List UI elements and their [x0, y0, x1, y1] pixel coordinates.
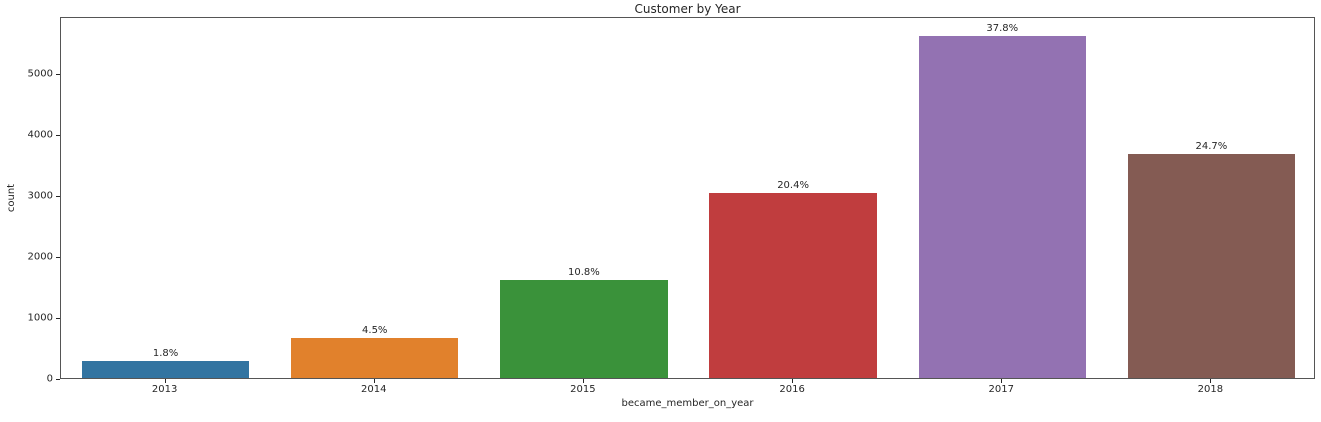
x-tick-mark: [373, 379, 375, 383]
x-tick-label: 2015: [570, 384, 596, 395]
x-axis-label: became_member_on_year: [621, 398, 754, 409]
x-tick-mark: [792, 379, 794, 383]
y-tick-mark: [56, 196, 60, 198]
x-tick-mark: [164, 379, 166, 383]
y-tick-mark: [56, 257, 60, 258]
bar-2018: [1127, 154, 1296, 378]
y-tick-mark: [56, 318, 60, 319]
x-tick-label: 2018: [1197, 384, 1224, 395]
x-tick-label: 2014: [361, 384, 387, 395]
x-tick-mark: [1001, 379, 1003, 383]
bar-2017: [918, 36, 1086, 378]
y-tick-label: 3000: [27, 190, 53, 202]
bar-percent-label: 1.8%: [152, 347, 179, 359]
bar-percent-label: 10.8%: [568, 267, 600, 279]
bar-2013: [81, 360, 250, 378]
bar-percent-label: 4.5%: [362, 324, 388, 336]
y-tick-label: 1000: [27, 312, 53, 324]
y-tick-mark: [56, 379, 60, 380]
y-tick-label: 0: [46, 373, 53, 385]
bar-percent-label: 37.8%: [986, 23, 1019, 35]
x-tick-label: 2013: [151, 384, 178, 395]
bar-percent-label: 20.4%: [777, 180, 809, 192]
y-tick-label: 2000: [27, 251, 53, 263]
x-tick-label: 2017: [988, 384, 1014, 395]
bar-percent-label: 24.7%: [1195, 141, 1228, 153]
plot-area: 1.8% 4.5% 10.8% 20.4% 37.8% 24.7%: [60, 17, 1315, 379]
bar-2016: [709, 193, 877, 378]
chart-title: Customer by Year: [634, 2, 741, 16]
bar-2014: [291, 337, 459, 378]
y-tick-label: 4000: [27, 129, 53, 141]
x-tick-mark: [582, 379, 584, 383]
y-tick-label: 5000: [27, 68, 53, 80]
x-tick-label: 2016: [779, 384, 805, 395]
bar-2015: [500, 280, 668, 378]
y-tick-mark: [56, 74, 60, 76]
y-tick-mark: [56, 135, 60, 137]
x-tick-mark: [1210, 379, 1212, 383]
